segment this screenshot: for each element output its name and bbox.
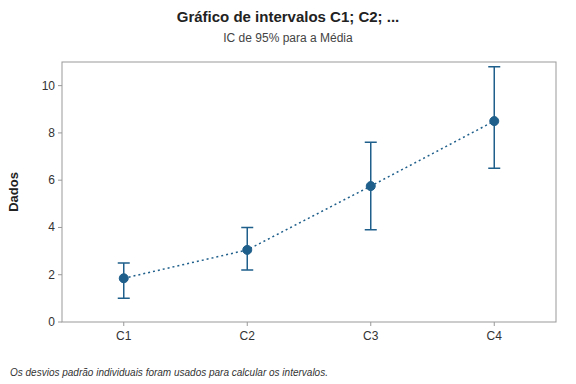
error-bar: [118, 263, 130, 298]
x-tick: [123, 322, 124, 326]
plot-frame: [62, 62, 556, 322]
subtitle: IC de 95% para a Média: [223, 31, 353, 45]
mean-marker: [119, 274, 128, 283]
error-bar: [241, 227, 253, 270]
title: Gráfico de intervalos C1; C2; ...: [177, 8, 400, 25]
footer-note: Os desvios padrão individuais foram usad…: [10, 367, 328, 378]
chart-container: Gráfico de intervalos C1; C2; ... IC de 9…: [0, 0, 576, 384]
y-tick-label: 10: [42, 79, 56, 93]
y-tick: [58, 180, 62, 181]
x-tick-label: C4: [487, 329, 503, 343]
y-tick-label: 4: [48, 220, 55, 234]
x-tick-label: C1: [116, 329, 132, 343]
x-tick-label: C2: [240, 329, 256, 343]
x-tick: [370, 322, 371, 326]
y-tick-label: 2: [48, 268, 55, 282]
y-tick: [58, 274, 62, 275]
chart: Gráfico de intervalos C1; C2; ... IC de 9…: [0, 0, 576, 384]
mean-marker: [243, 245, 252, 254]
plot-area: [118, 67, 501, 299]
x-tick-label: C3: [363, 329, 379, 343]
mean-marker: [490, 117, 499, 126]
x-tick: [494, 322, 495, 326]
y-tick-label: 8: [48, 126, 55, 140]
x-tick: [247, 322, 248, 326]
y-tick: [58, 132, 62, 133]
y-tick: [58, 85, 62, 86]
y-tick: [58, 227, 62, 228]
y-axis-label: Dados: [6, 172, 21, 212]
error-bar: [488, 67, 500, 169]
error-bar: [365, 142, 377, 229]
mean-line: [124, 121, 495, 278]
y-tick-label: 6: [48, 173, 55, 187]
y-tick-label: 0: [48, 315, 55, 329]
y-tick: [58, 322, 62, 323]
mean-marker: [366, 182, 375, 191]
